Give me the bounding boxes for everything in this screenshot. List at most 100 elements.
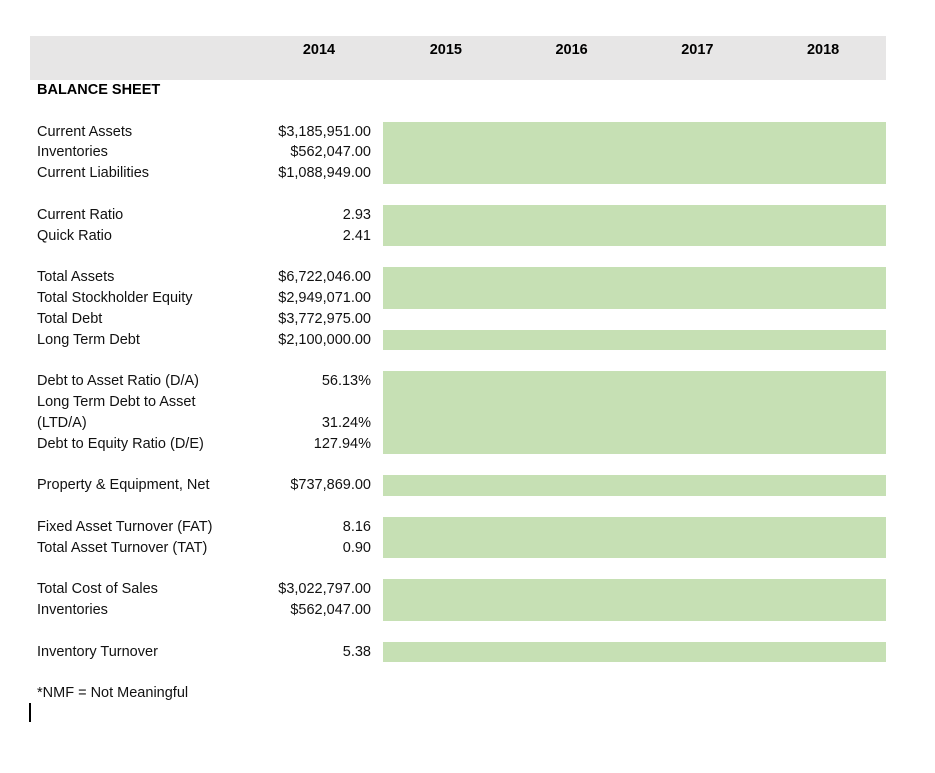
input-cell-2015[interactable] xyxy=(383,537,509,559)
input-cell-2018[interactable] xyxy=(760,433,886,455)
input-cell-2015[interactable] xyxy=(383,475,509,496)
input-cell-2018[interactable] xyxy=(760,537,886,559)
empty-cell-2017 xyxy=(635,101,761,122)
input-cell-2015[interactable] xyxy=(383,579,509,600)
input-cell-2016[interactable] xyxy=(508,121,635,143)
input-cell-2015[interactable] xyxy=(383,516,509,538)
input-cell-2016[interactable] xyxy=(508,287,635,309)
input-cell-2015[interactable] xyxy=(383,599,509,621)
table-row: Current Assets $3,185,951.00 xyxy=(30,121,886,143)
input-cell-2018[interactable] xyxy=(760,287,886,309)
empty-label-cell xyxy=(30,558,255,579)
input-cell-2015[interactable] xyxy=(383,433,509,455)
input-cell-2018[interactable] xyxy=(760,641,886,663)
empty-cell-2015 xyxy=(383,80,509,101)
spacer-row xyxy=(30,454,886,475)
input-cell-2017[interactable] xyxy=(634,433,761,455)
input-cell-2018[interactable] xyxy=(760,225,886,247)
input-cell-2018[interactable] xyxy=(760,142,886,164)
input-cell-2015[interactable] xyxy=(383,142,509,164)
input-cell-2015[interactable] xyxy=(383,641,509,663)
input-cell-2017[interactable] xyxy=(634,516,761,538)
input-cell-2018[interactable] xyxy=(760,204,886,226)
input-cell-2016[interactable] xyxy=(508,641,635,663)
input-cell-2015[interactable] xyxy=(383,329,509,351)
input-cell-2016[interactable] xyxy=(508,579,635,600)
input-cell-2016[interactable] xyxy=(508,163,635,184)
input-cell-2018[interactable] xyxy=(760,163,886,184)
input-cell-2015[interactable] xyxy=(383,204,509,226)
value-cell-2014[interactable]: $737,869.00 xyxy=(290,477,371,494)
input-cell-2016[interactable] xyxy=(508,329,635,351)
value-cell-2014[interactable]: 2.93 xyxy=(342,206,371,223)
input-cell-2018[interactable] xyxy=(760,599,886,621)
input-cell-2017[interactable] xyxy=(634,142,761,164)
input-cell-2016[interactable] xyxy=(508,599,635,621)
value-cell-2014[interactable]: $3,185,951.00 xyxy=(278,123,371,140)
input-cell-2016[interactable] xyxy=(508,371,635,392)
value-cell-2014[interactable]: $562,047.00 xyxy=(290,601,371,618)
input-cell-2018[interactable] xyxy=(760,475,886,496)
input-cell-2018[interactable] xyxy=(760,516,886,538)
input-cell-2015[interactable] xyxy=(383,287,509,309)
input-cell-2016[interactable] xyxy=(508,204,635,226)
input-cell-2016[interactable] xyxy=(508,142,635,164)
value-cell-2014 xyxy=(255,350,383,371)
input-cell-2015[interactable] xyxy=(383,391,509,434)
input-cell-2017[interactable] xyxy=(634,641,761,663)
input-cell-2018[interactable] xyxy=(760,267,886,288)
input-cell-2016[interactable] xyxy=(508,267,635,288)
table-row: Current Liabilities $1,088,949.00 xyxy=(30,163,886,184)
input-cell-2015[interactable] xyxy=(383,267,509,288)
input-cell-2016[interactable] xyxy=(508,475,635,496)
input-cell-2018[interactable] xyxy=(760,391,886,434)
input-cell-2017[interactable] xyxy=(634,163,761,184)
input-cell-2017[interactable] xyxy=(634,371,761,392)
input-cell-2017[interactable] xyxy=(634,537,761,559)
input-cell-2017[interactable] xyxy=(634,267,761,288)
row-label: Total Asset Turnover (TAT) xyxy=(37,539,208,556)
spacer-row xyxy=(30,350,886,371)
input-cell-2017[interactable] xyxy=(634,579,761,600)
input-cell-2015[interactable] xyxy=(383,163,509,184)
value-cell-2014[interactable]: 127.94% xyxy=(313,435,371,452)
value-cell-2014[interactable]: 0.90 xyxy=(342,539,371,556)
input-cell-2016[interactable] xyxy=(508,516,635,538)
value-cell-2014[interactable]: $2,949,071.00 xyxy=(278,289,371,306)
input-cell-2017[interactable] xyxy=(634,391,761,434)
input-cell-2017[interactable] xyxy=(634,225,761,247)
value-cell-2014[interactable]: $6,722,046.00 xyxy=(278,269,371,286)
value-cell-2014[interactable]: $3,022,797.00 xyxy=(278,581,371,598)
value-cell-2014[interactable]: 5.38 xyxy=(342,643,371,660)
value-cell-2014 xyxy=(255,184,383,205)
value-cell-2014[interactable]: $3,772,975.00 xyxy=(278,310,371,327)
input-cell-2017[interactable] xyxy=(634,121,761,143)
input-cell-2015[interactable] xyxy=(383,371,509,392)
input-cell-2018[interactable] xyxy=(760,329,886,351)
value-cell-2014[interactable]: 56.13% xyxy=(321,373,371,390)
input-cell-2016[interactable] xyxy=(508,391,635,434)
value-cell-2014[interactable]: 2.41 xyxy=(342,227,371,244)
input-cell-2018[interactable] xyxy=(760,579,886,600)
input-cell-2015[interactable] xyxy=(383,225,509,247)
value-cell-2014[interactable]: 8.16 xyxy=(342,518,371,535)
input-cell-2016[interactable] xyxy=(508,537,635,559)
value-cell-2014[interactable]: $2,100,000.00 xyxy=(278,331,371,348)
row-label: Long Term Debt to Asset (LTD/A) xyxy=(37,393,196,431)
value-cell-2014[interactable]: $562,047.00 xyxy=(290,144,371,161)
empty-cell-2016 xyxy=(509,80,635,101)
input-cell-2017[interactable] xyxy=(634,599,761,621)
input-cell-2018[interactable] xyxy=(760,371,886,392)
input-cell-2017[interactable] xyxy=(634,287,761,309)
value-cell-2014 xyxy=(255,246,383,267)
input-cell-2016[interactable] xyxy=(508,433,635,455)
input-cell-2015[interactable] xyxy=(383,121,509,143)
input-cell-2017[interactable] xyxy=(634,329,761,351)
input-cell-2016[interactable] xyxy=(508,225,635,247)
value-cell-2014[interactable]: 31.24% xyxy=(321,414,371,431)
value-cell-2014[interactable]: $1,088,949.00 xyxy=(278,165,371,182)
input-cell-2018[interactable] xyxy=(760,121,886,143)
empty-cell-2015 xyxy=(383,621,509,642)
input-cell-2017[interactable] xyxy=(634,204,761,226)
input-cell-2017[interactable] xyxy=(634,475,761,496)
